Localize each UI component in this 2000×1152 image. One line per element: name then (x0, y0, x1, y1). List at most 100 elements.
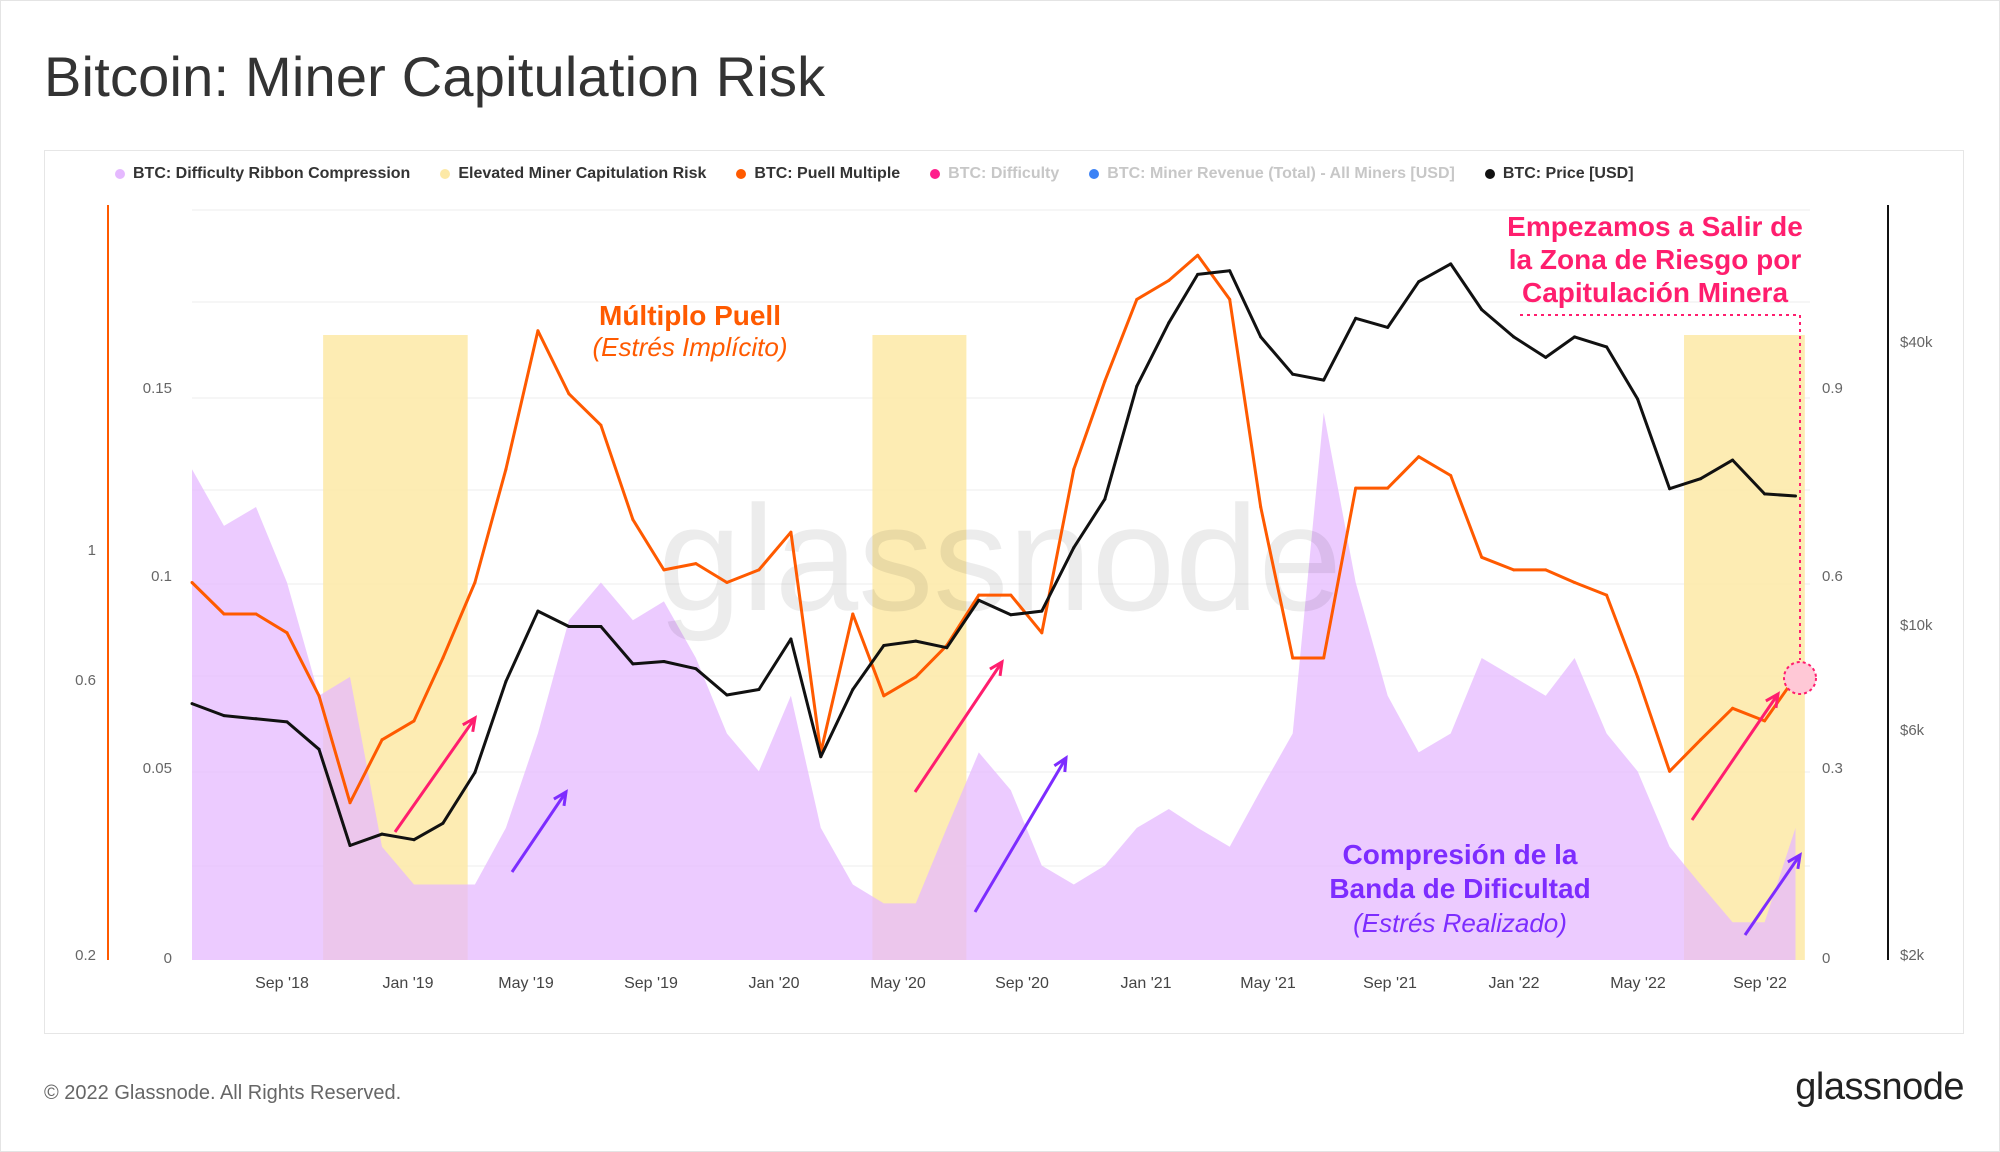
price-line-point (536, 609, 540, 613)
price-line-point (473, 771, 477, 774)
price-line-point (851, 688, 855, 691)
price-line-point (819, 755, 823, 759)
puell-line (190, 253, 1797, 805)
price-line-point (757, 688, 761, 691)
legend-item-1[interactable]: Elevated Miner Capitulation Risk (440, 165, 706, 183)
puell-line-point (1731, 706, 1735, 710)
puell-line-point (1512, 568, 1516, 572)
risk-band-2 (1684, 335, 1805, 960)
price-line-point (1040, 609, 1044, 613)
legend-label: BTC: Price [USD] (1502, 165, 1634, 182)
price-line-point (1544, 355, 1548, 359)
x-tick-label: Jan '19 (382, 975, 433, 992)
puell-line-point (1259, 505, 1263, 509)
price-line-point (1322, 378, 1326, 382)
arrow-ribbon-2-head (1053, 755, 1068, 773)
y-tick-puell-log: 0.2 (75, 947, 96, 964)
y-tick-puell-log: 0.6 (75, 672, 96, 689)
x-tick-label: Sep '22 (1733, 975, 1787, 992)
puell-line-point (1228, 297, 1232, 301)
puell-line-point (757, 568, 761, 572)
legend-label: BTC: Miner Revenue (Total) - All Miners … (1107, 165, 1455, 182)
page-title: Bitcoin: Miner Capitulation Risk (44, 45, 826, 108)
puell-line-point (1544, 568, 1548, 572)
watermark-text: glassnode (658, 474, 1342, 642)
puell-line-point (1417, 455, 1421, 459)
price-line (191, 262, 1796, 847)
x-tick-label: Sep '21 (1363, 975, 1417, 992)
puell-line-point (1072, 467, 1076, 471)
puell-line-point (317, 694, 321, 698)
price-line-point (1009, 613, 1013, 617)
legend-item-0[interactable]: BTC: Difficulty Ribbon Compression (115, 165, 410, 183)
price-line-point (285, 720, 289, 724)
puell-line-point (694, 562, 698, 566)
puell-line-point (1291, 656, 1295, 660)
price-line-point (1512, 335, 1516, 339)
price-line-point (1668, 487, 1672, 491)
puell-line-point (599, 423, 603, 427)
puell-line-point (1354, 486, 1358, 490)
annotation-puell-title: Múltiplo Puell (599, 300, 781, 331)
annotation-ribbon-line-2: Banda de Dificultad (1329, 873, 1591, 904)
puell-line-point (222, 612, 226, 616)
price-line-point (441, 821, 445, 825)
annotation-puell-sub: (Estrés Implícito) (592, 332, 788, 362)
price-line-point (504, 680, 508, 683)
price-line-point (348, 844, 352, 847)
puell-line-point (662, 568, 666, 572)
price-line-point (1386, 325, 1390, 329)
footer-logo: glassnode (1795, 1066, 1964, 1108)
legend-label: BTC: Puell Multiple (754, 165, 901, 182)
y-tick-price: $40k (1900, 334, 1933, 351)
puell-line-point (1322, 656, 1326, 660)
puell-line-point (1699, 738, 1703, 742)
y-tick-price: $10k (1900, 617, 1933, 634)
puell-line-point (380, 738, 384, 742)
arrow-ribbon-3 (1743, 854, 1802, 936)
price-line-point (1605, 345, 1609, 349)
puell-line-point (1449, 474, 1453, 477)
legend-dot-icon (115, 169, 125, 179)
y-tick-ribbon: 0.05 (143, 760, 172, 777)
puell-line-point (285, 631, 289, 635)
puell-line-point (1103, 379, 1107, 383)
arrow-ribbon-3-head (1787, 852, 1802, 870)
price-line-point (914, 639, 918, 643)
ribbon-area (192, 412, 1796, 961)
legend-item-5[interactable]: BTC: Price [USD] (1484, 165, 1634, 183)
x-tick-label: Sep '19 (624, 975, 678, 992)
price-line-point (1480, 308, 1484, 312)
puell-line-point (1605, 593, 1609, 597)
price-line-point (1794, 494, 1797, 498)
legend-label: Elevated Miner Capitulation Risk (458, 165, 707, 182)
y-tick-puell-right: 0.6 (1822, 568, 1843, 585)
legend-dot-icon (930, 169, 941, 179)
puell-line-point (1480, 555, 1484, 559)
price-line-point (789, 637, 793, 641)
puell-line-point (412, 719, 416, 723)
arrow-ribbon-1-head (553, 789, 568, 807)
price-line-point (1449, 262, 1453, 266)
price-line-point (882, 644, 886, 647)
y-tick-puell-log: 1 (88, 542, 96, 559)
puell-line-point (1573, 581, 1577, 584)
price-line-point (222, 714, 226, 718)
legend-item-4[interactable]: BTC: Miner Revenue (Total) - All Miners … (1089, 165, 1455, 183)
legend-item-3[interactable]: BTC: Difficulty (930, 165, 1059, 183)
price-line-point (1228, 269, 1232, 273)
legend-item-2[interactable]: BTC: Puell Multiple (736, 165, 900, 183)
annotation-ribbon-line-1: Compresión de la (1342, 839, 1578, 870)
x-tick-label: May '22 (1610, 975, 1666, 992)
arrow-puell-2 (913, 661, 1004, 793)
puell-line-point (536, 329, 540, 333)
x-tick-label: Jan '20 (748, 975, 799, 992)
x-tick-label: Sep '20 (995, 975, 1049, 992)
puell-line-point (1009, 593, 1013, 597)
puell-line-point (1636, 675, 1640, 679)
annotation-ribbon-sub: (Estrés Realizado) (1353, 908, 1567, 938)
y-tick-price: $2k (1900, 947, 1925, 964)
puell-line-point (1763, 719, 1767, 723)
price-line-point (1072, 546, 1076, 550)
price-line-point (567, 625, 571, 628)
